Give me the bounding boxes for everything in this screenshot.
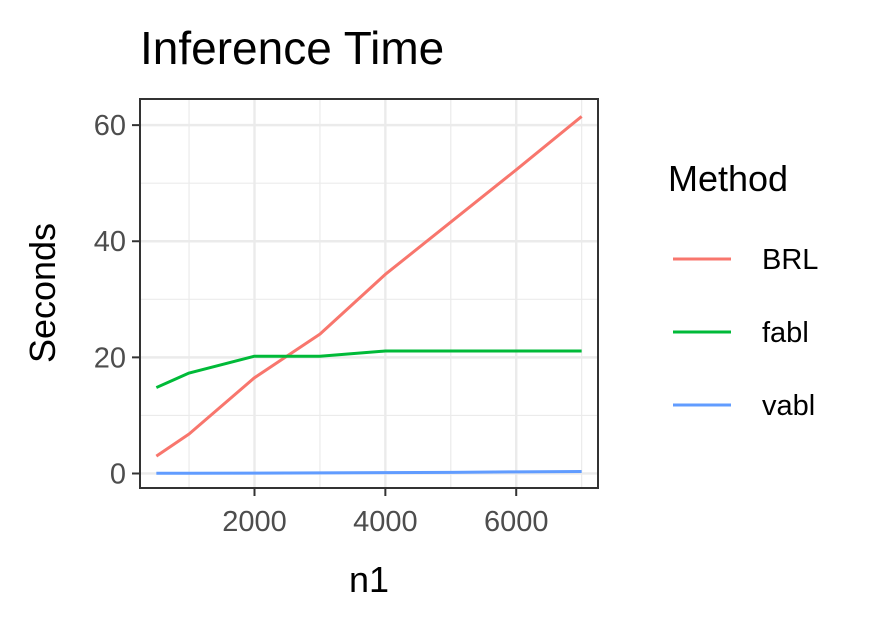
- y-tick-label: 40: [94, 226, 126, 258]
- legend-label-fabl: fabl: [762, 317, 809, 349]
- series-lines: [155, 115, 583, 475]
- x-tick-label: 4000: [353, 506, 418, 538]
- y-axis-title: Seconds: [22, 223, 63, 363]
- legend-label-vabl: vabl: [762, 390, 815, 422]
- chart-title: Inference Time: [140, 22, 444, 74]
- legend-items: BRL fabl vabl: [673, 244, 818, 422]
- series-line-fabl: [155, 349, 582, 389]
- x-tick-label: 2000: [222, 506, 287, 538]
- plot-panel: [139, 98, 599, 489]
- legend-title: Method: [668, 158, 788, 199]
- legend-label-brl: BRL: [762, 244, 818, 276]
- series-line-vabl: [156, 469, 582, 475]
- series-line-brl: [155, 115, 583, 458]
- minor-gridlines: [140, 99, 598, 488]
- y-tick-label: 60: [94, 110, 126, 142]
- x-tick-label: 6000: [484, 506, 549, 538]
- legend: Method BRL fabl vabl: [668, 158, 818, 422]
- y-tick-label: 0: [110, 458, 126, 490]
- y-axis: 0 20 40 60: [94, 110, 140, 490]
- x-axis: 2000 4000 6000: [222, 488, 548, 538]
- x-axis-title: n1: [349, 559, 389, 600]
- panel-border: [139, 98, 599, 489]
- y-tick-label: 20: [94, 342, 126, 374]
